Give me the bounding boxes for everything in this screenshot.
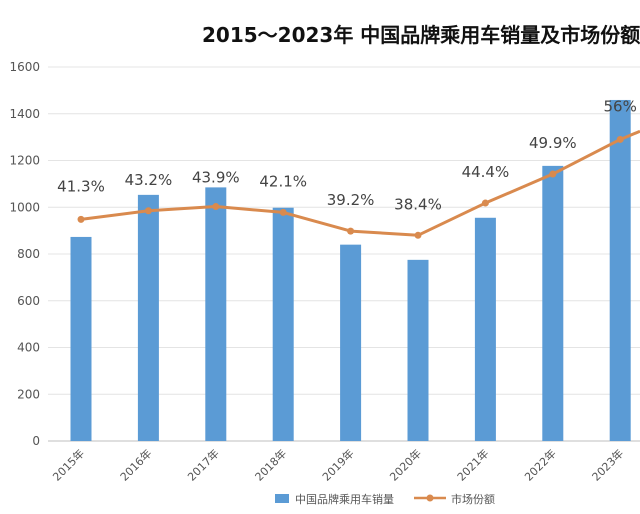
y-tick-label: 200 (17, 387, 40, 401)
bar (340, 244, 362, 441)
data-label: 38.4% (394, 195, 442, 213)
y-tick-label: 1000 (9, 200, 40, 214)
data-label: 43.2% (125, 171, 173, 189)
x-tick-label: 2022年 (521, 446, 558, 483)
legend-line-marker (426, 494, 434, 502)
data-label: 43.9% (192, 169, 240, 187)
chart-title: 2015～2023年 中国品牌乘用车销量及市场份额 (202, 23, 640, 47)
y-tick-label: 400 (17, 341, 40, 355)
y-axis-ticks: 0 200 400 600 800 1000 1200 1400 1600 (9, 60, 40, 448)
x-tick-label: 2015年 (50, 446, 87, 483)
x-tick-label: 2018年 (252, 446, 289, 483)
line-point (144, 207, 152, 215)
line-point (212, 203, 220, 211)
y-tick-label: 600 (17, 294, 40, 308)
data-label: 39.2% (327, 191, 375, 209)
data-label: 41.3% (57, 177, 105, 195)
x-tick-label: 2017年 (184, 446, 221, 483)
x-tick-label: 2016年 (117, 446, 154, 483)
x-tick-label: 2019年 (319, 446, 356, 483)
line-point (279, 208, 287, 216)
data-labels: 41.3% 43.2% 43.9% 42.1% 39.2% 38.4% 44.4% 49.9%… (57, 97, 637, 213)
data-label: 42.1% (259, 172, 307, 190)
data-label: 49.9% (529, 134, 577, 152)
legend: 中国品牌乘用车销量 市场份额 (275, 492, 495, 506)
bar (407, 259, 429, 441)
bar (205, 187, 227, 441)
y-tick-label: 1600 (9, 60, 40, 74)
x-tick-label: 2021年 (454, 446, 491, 483)
market-share-line (80, 129, 640, 237)
legend-bar-label: 中国品牌乘用车销量 (295, 492, 394, 506)
x-tick-label: 2023年 (589, 446, 626, 483)
y-tick-label: 1400 (9, 107, 40, 121)
y-tick-label: 1200 (9, 154, 40, 168)
bar (272, 207, 294, 441)
line-point (77, 215, 85, 223)
legend-bar-swatch (275, 494, 289, 503)
y-tick-label: 0 (32, 434, 40, 448)
x-tick-label: 2020年 (387, 446, 424, 483)
line-point (549, 170, 557, 178)
bar (474, 217, 496, 441)
bar (137, 194, 159, 441)
line-series (77, 129, 640, 239)
legend-line-label: 市场份额 (451, 492, 495, 506)
line-point (414, 231, 422, 239)
y-tick-label: 800 (17, 247, 40, 261)
line-point (616, 135, 624, 143)
bar (542, 165, 564, 441)
bar (609, 99, 631, 442)
line-point (481, 199, 489, 207)
data-label: 44.4% (462, 163, 510, 181)
x-axis-ticks: 2015年 2016年 2017年 2018年 2019年 2020年 2021年 2022年… (50, 446, 627, 483)
bar-series (70, 99, 631, 442)
bar (70, 236, 92, 441)
data-label: 56% (604, 97, 637, 115)
line-point (347, 227, 355, 235)
